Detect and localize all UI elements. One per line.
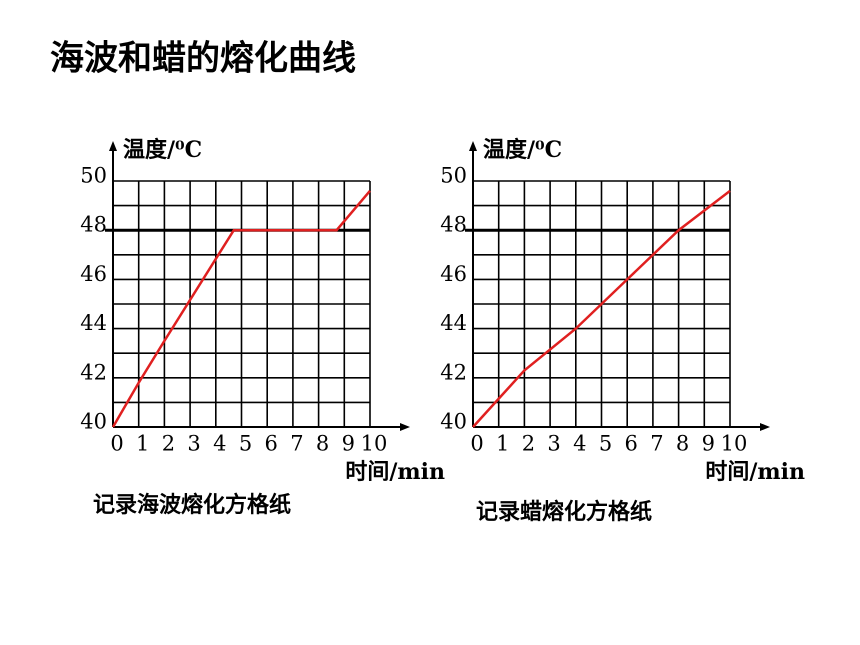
slide-title: 海波和蜡的熔化曲线 (50, 39, 356, 79)
y-tick-label: 50 (80, 164, 107, 188)
x-tick-label: 5 (599, 432, 612, 456)
x-tick-label: 3 (187, 432, 200, 456)
x-tick-label: 9 (702, 432, 715, 456)
x-tick-label: 7 (650, 432, 663, 456)
x-axis-arrow (760, 423, 770, 431)
x-tick-label: 0 (110, 432, 123, 456)
x-axis-label: 时间/min (345, 459, 445, 485)
y-tick-label: 48 (80, 213, 107, 237)
y-tick-label: 48 (440, 213, 467, 237)
y-tick-label: 44 (440, 311, 467, 335)
x-tick-label: 9 (342, 432, 355, 456)
x-tick-label: 1 (136, 432, 149, 456)
x-tick-label: 5 (239, 432, 252, 456)
x-axis-label: 时间/min (705, 459, 805, 485)
y-tick-label: 42 (440, 360, 467, 384)
x-tick-label: 4 (573, 432, 586, 456)
x-tick-label: 10 (721, 432, 748, 456)
caption: 记录蜡熔化方格纸 (476, 499, 652, 525)
y-tick-label: 46 (440, 262, 467, 286)
y-tick-label: 46 (80, 262, 107, 286)
y-axis-arrow (469, 141, 477, 151)
y-tick-label: 44 (80, 311, 107, 335)
caption: 记录海波熔化方格纸 (93, 492, 291, 518)
x-tick-label: 4 (213, 432, 226, 456)
data-line (111, 190, 371, 428)
x-tick-label: 6 (265, 432, 278, 456)
x-tick-label: 0 (470, 432, 483, 456)
y-axis-arrow (109, 141, 117, 151)
x-tick-label: 6 (625, 432, 638, 456)
x-tick-label: 8 (676, 432, 689, 456)
x-tick-label: 2 (522, 432, 535, 456)
x-tick-label: 1 (496, 432, 509, 456)
x-tick-label: 8 (316, 432, 329, 456)
x-tick-label: 7 (290, 432, 303, 456)
y-tick-label: 40 (80, 410, 107, 434)
y-tick-label: 42 (80, 360, 107, 384)
y-tick-label: 50 (440, 164, 467, 188)
y-axis-label: 温度/⁰C (483, 137, 562, 163)
y-axis-label: 温度/⁰C (123, 137, 202, 163)
x-tick-label: 3 (547, 432, 560, 456)
x-axis-arrow (400, 423, 410, 431)
x-tick-label: 2 (162, 432, 175, 456)
data-line (472, 189, 731, 428)
x-tick-label: 10 (361, 432, 388, 456)
y-tick-label: 40 (440, 410, 467, 434)
